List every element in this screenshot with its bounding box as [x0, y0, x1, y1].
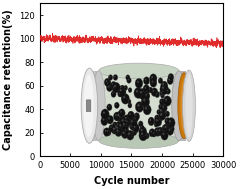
X-axis label: Cycle number: Cycle number: [94, 176, 169, 186]
Y-axis label: Capacitance retention(%): Capacitance retention(%): [3, 9, 13, 150]
